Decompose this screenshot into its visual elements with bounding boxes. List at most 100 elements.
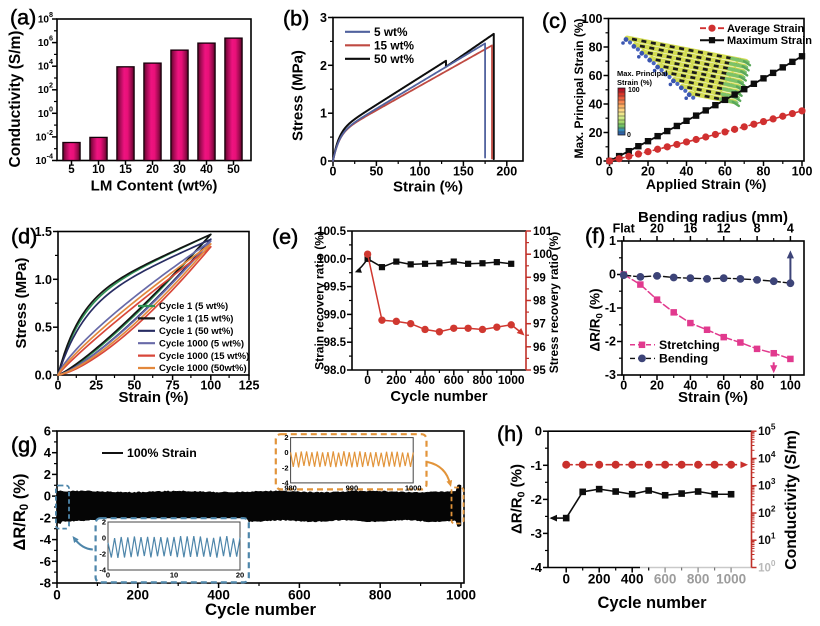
svg-text:102: 102: [758, 504, 776, 521]
svg-text:Stress (MPa): Stress (MPa): [290, 50, 307, 141]
svg-text:10: 10: [170, 571, 178, 580]
svg-text:97: 97: [533, 319, 546, 331]
svg-text:60: 60: [589, 69, 603, 83]
svg-text:103: 103: [758, 476, 776, 493]
svg-text:Bending: Bending: [659, 351, 708, 365]
svg-text:(a): (a): [10, 6, 36, 30]
svg-text:200: 200: [588, 572, 611, 587]
svg-text:0: 0: [562, 572, 570, 587]
svg-text:1000: 1000: [405, 483, 422, 492]
svg-text:99.5: 99.5: [324, 282, 347, 294]
svg-text:0: 0: [55, 379, 62, 393]
svg-text:Stress recovery ratio (%): Stress recovery ratio (%): [547, 232, 561, 373]
svg-text:150: 150: [453, 165, 474, 179]
svg-text:-4: -4: [99, 566, 106, 575]
svg-text:0.0: 0.0: [35, 369, 52, 383]
svg-text:Stretching: Stretching: [659, 338, 720, 352]
svg-text:0: 0: [320, 155, 327, 169]
svg-text:98.0: 98.0: [324, 365, 346, 377]
svg-text:0: 0: [535, 424, 542, 439]
svg-text:Max. Principal Strain (%): Max. Principal Strain (%): [572, 18, 586, 158]
svg-text:Stress (MPa): Stress (MPa): [13, 258, 30, 349]
svg-text:40: 40: [683, 379, 697, 393]
svg-text:100: 100: [200, 379, 221, 393]
svg-text:60: 60: [718, 165, 732, 179]
svg-text:10-2: 10-2: [35, 128, 53, 144]
svg-text:108: 108: [38, 10, 53, 26]
svg-text:0: 0: [364, 373, 371, 387]
svg-text:Maximum Strain: Maximum Strain: [727, 35, 812, 47]
svg-text:2: 2: [44, 467, 51, 482]
svg-text:(d): (d): [11, 225, 37, 249]
svg-text:98.5: 98.5: [324, 337, 347, 349]
svg-text:1: 1: [320, 107, 327, 121]
svg-text:40: 40: [589, 98, 603, 112]
svg-text:75: 75: [166, 379, 180, 393]
svg-text:1.0: 1.0: [35, 273, 52, 287]
svg-text:100: 100: [38, 104, 53, 120]
svg-text:200: 200: [496, 165, 517, 179]
svg-text:15: 15: [119, 164, 132, 176]
svg-text:98: 98: [533, 296, 546, 308]
svg-text:10-4: 10-4: [35, 152, 53, 168]
svg-text:15 wt%: 15 wt%: [374, 38, 415, 52]
svg-text:106: 106: [38, 34, 53, 50]
svg-text:12: 12: [717, 222, 731, 236]
svg-text:400: 400: [207, 588, 230, 603]
svg-text:60: 60: [717, 379, 731, 393]
svg-text:100: 100: [792, 165, 813, 179]
svg-text:(b): (b): [283, 7, 309, 31]
svg-text:(g): (g): [11, 433, 37, 457]
svg-text:Cycle 1 (5 wt%): Cycle 1 (5 wt%): [159, 301, 228, 312]
svg-text:200: 200: [386, 373, 406, 387]
svg-text:ΔR/R0 (%): ΔR/R0 (%): [11, 474, 31, 551]
svg-text:20: 20: [650, 222, 664, 236]
svg-text:Cycle number: Cycle number: [597, 594, 707, 612]
svg-text:100.5: 100.5: [317, 226, 346, 238]
svg-text:20: 20: [650, 379, 664, 393]
svg-text:Flat: Flat: [613, 222, 636, 236]
svg-text:(e): (e): [272, 225, 298, 249]
svg-text:50 wt%: 50 wt%: [374, 52, 415, 66]
svg-text:104: 104: [758, 449, 776, 466]
svg-text:101: 101: [758, 531, 776, 548]
svg-text:80: 80: [750, 379, 764, 393]
svg-text:101: 101: [533, 226, 553, 238]
svg-text:0: 0: [606, 165, 613, 179]
svg-text:80: 80: [589, 41, 603, 55]
svg-text:4: 4: [787, 222, 794, 236]
svg-text:-4: -4: [530, 560, 542, 575]
svg-text:6: 6: [44, 424, 51, 439]
svg-text:4: 4: [44, 445, 52, 460]
svg-text:102: 102: [38, 81, 53, 97]
svg-text:125: 125: [239, 379, 260, 393]
svg-text:0: 0: [609, 268, 616, 282]
svg-text:200: 200: [127, 588, 150, 603]
svg-text:-3: -3: [530, 526, 542, 541]
svg-text:Strain (%): Strain (%): [678, 389, 748, 406]
svg-text:3: 3: [320, 11, 327, 25]
svg-text:50: 50: [369, 165, 383, 179]
svg-text:-1: -1: [530, 458, 542, 473]
svg-text:2: 2: [284, 433, 288, 442]
svg-text:10: 10: [92, 164, 105, 176]
svg-text:25: 25: [89, 379, 103, 393]
svg-text:-2: -2: [530, 492, 542, 507]
svg-text:16: 16: [683, 222, 697, 236]
svg-text:20: 20: [641, 165, 655, 179]
svg-text:-2: -2: [282, 463, 289, 472]
svg-text:100% Strain: 100% Strain: [127, 446, 197, 460]
svg-text:20: 20: [236, 571, 244, 580]
svg-text:104: 104: [38, 57, 53, 73]
svg-text:-6: -6: [39, 554, 51, 569]
svg-text:-3: -3: [605, 368, 616, 382]
svg-text:(f): (f): [585, 224, 605, 248]
svg-text:100.0: 100.0: [317, 254, 346, 266]
svg-text:-1: -1: [605, 301, 616, 315]
svg-text:30: 30: [173, 164, 186, 176]
svg-text:0: 0: [627, 132, 631, 139]
svg-text:50: 50: [227, 164, 240, 176]
svg-text:980: 980: [284, 483, 297, 492]
svg-text:0: 0: [330, 165, 337, 179]
svg-text:Average Strain: Average Strain: [727, 23, 805, 35]
